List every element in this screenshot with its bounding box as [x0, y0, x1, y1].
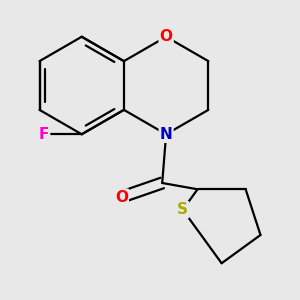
Text: N: N — [160, 127, 172, 142]
Text: S: S — [177, 202, 188, 217]
Text: F: F — [39, 127, 49, 142]
Text: O: O — [160, 29, 172, 44]
Text: O: O — [115, 190, 128, 205]
